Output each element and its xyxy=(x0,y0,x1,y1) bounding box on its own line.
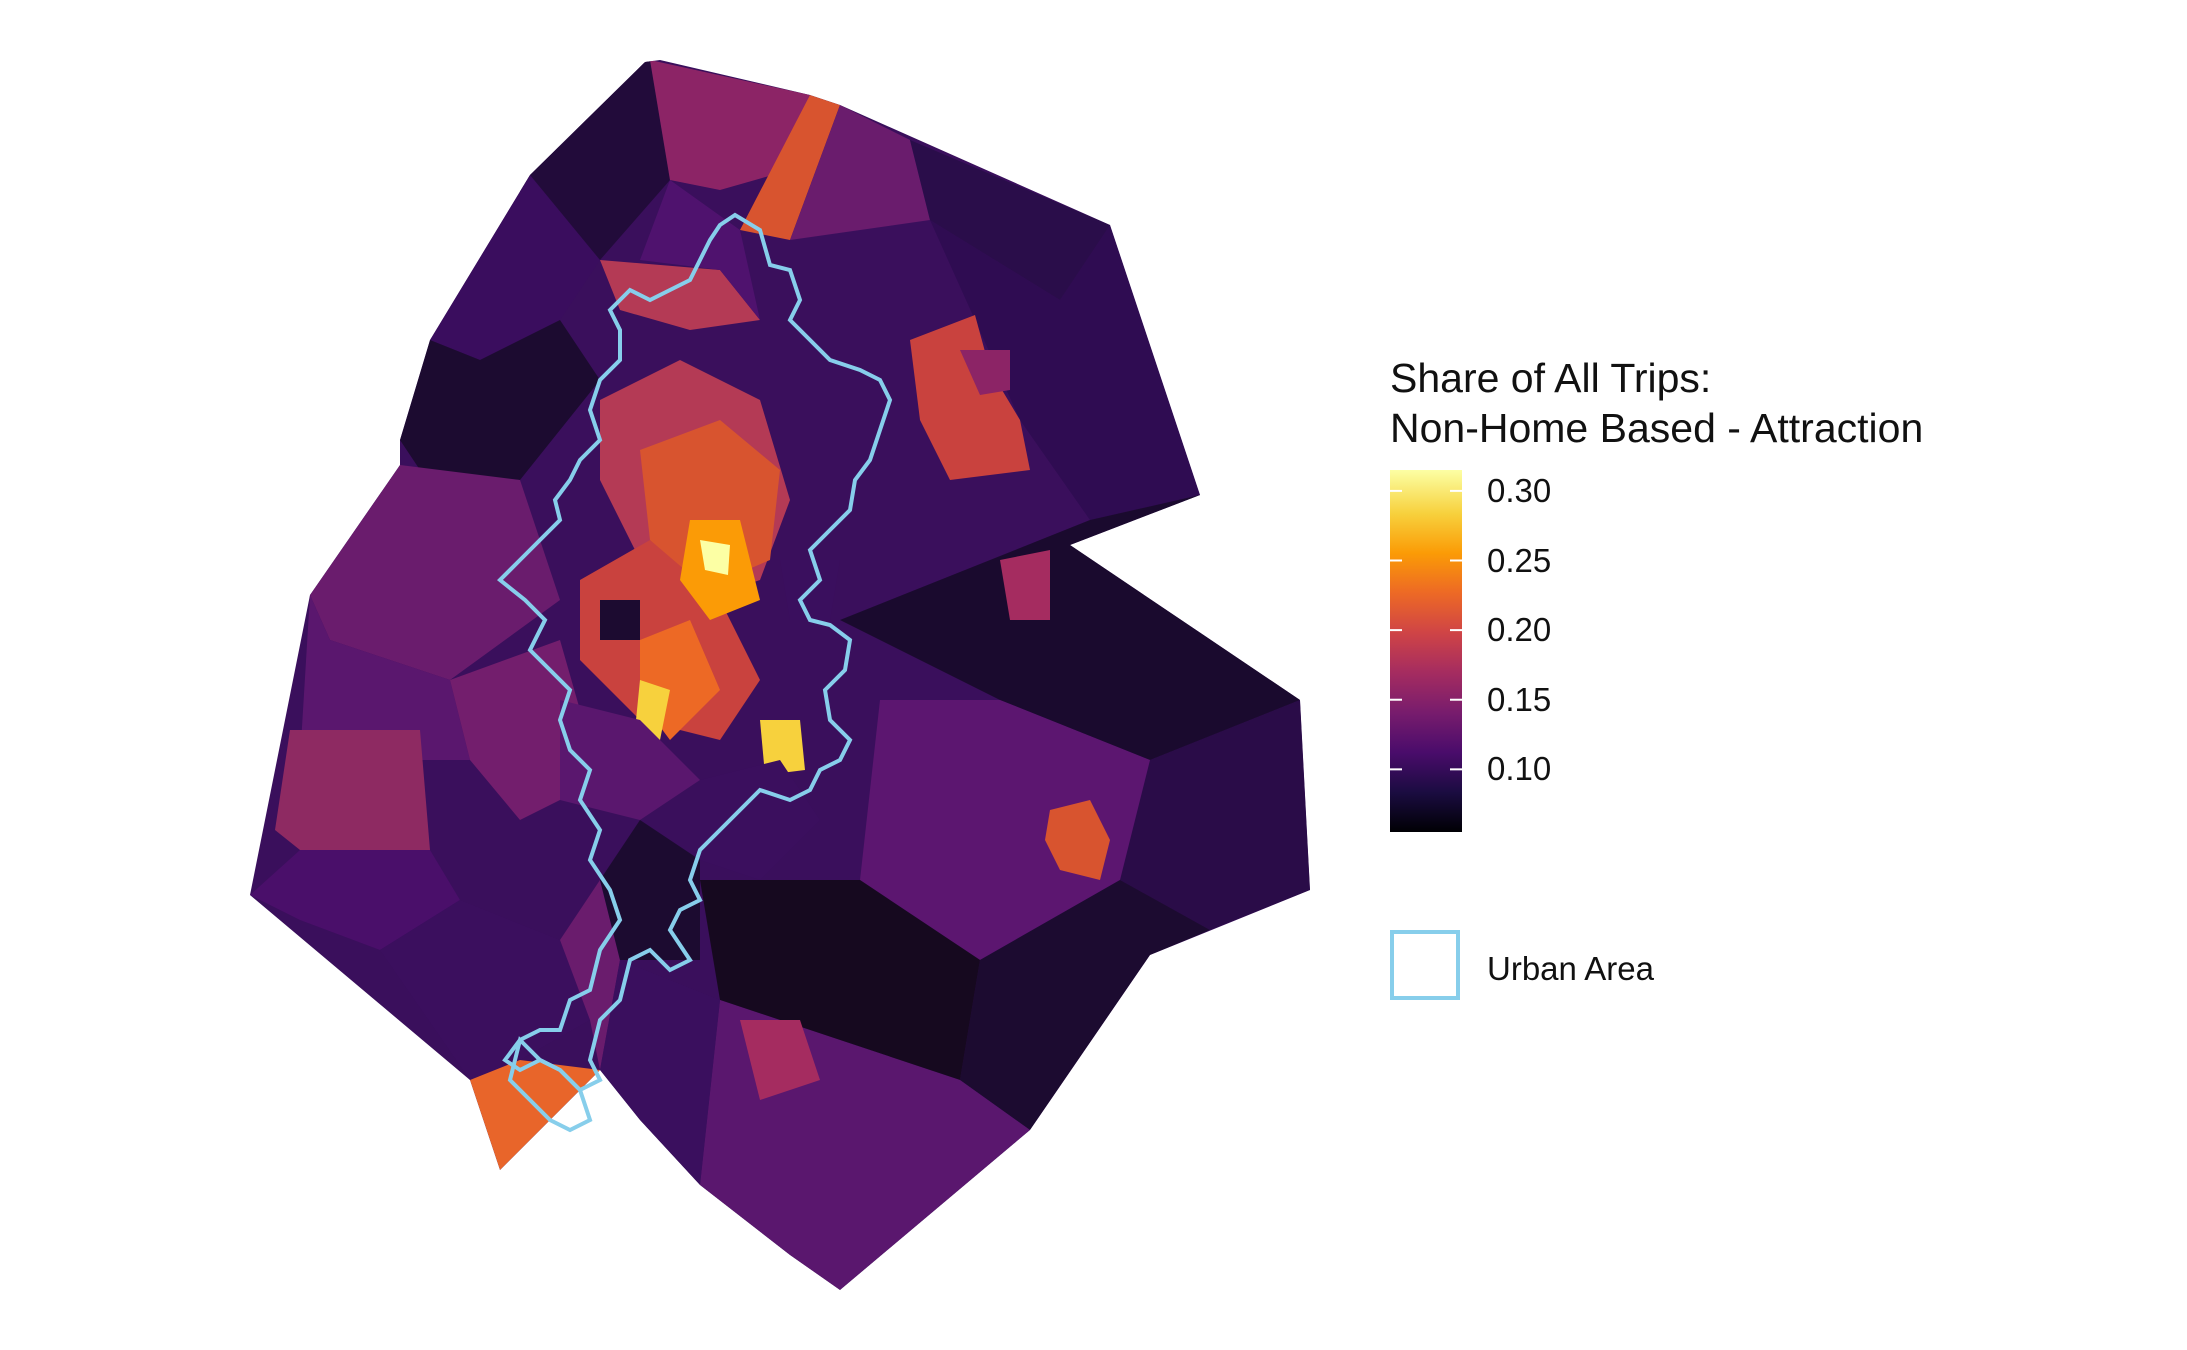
zone-core-dark-1 xyxy=(600,600,640,640)
zone-e-2 xyxy=(1120,700,1310,930)
urban-area-outline xyxy=(497,212,893,1093)
zone-ne-1 xyxy=(930,220,1200,520)
zone-core-hot-5 xyxy=(760,720,805,775)
zone-north-3 xyxy=(740,95,840,240)
legend-tick-label: 0.20 xyxy=(1487,611,1552,649)
zone-se-1 xyxy=(960,880,1210,1130)
zone-nw-1 xyxy=(430,175,600,360)
legend-title-line1: Share of All Trips: xyxy=(1390,355,1712,401)
zone-s-1 xyxy=(700,880,980,1080)
urban-area-outline-south xyxy=(507,1036,593,1133)
zone-w-red xyxy=(275,730,430,850)
zone-sw-3 xyxy=(470,1060,600,1170)
zone-ne-red2 xyxy=(1000,550,1050,620)
legend-tick-label: 0.30 xyxy=(1487,471,1552,509)
legend-tick-label: 0.25 xyxy=(1487,541,1552,579)
legend-tick-label: 0.10 xyxy=(1487,750,1552,788)
zone-core-6 xyxy=(600,820,700,960)
zone-polygons xyxy=(250,60,1310,1290)
zone-w-4 xyxy=(250,850,460,950)
zone-ne-2 xyxy=(960,350,1010,395)
zone-north-4 xyxy=(790,105,930,240)
zone-north-5 xyxy=(910,140,1110,300)
zone-north-2 xyxy=(650,60,810,190)
zone-core-hot-3 xyxy=(700,540,730,575)
zone-sw-2 xyxy=(560,880,620,1070)
zone-nw-2 xyxy=(400,320,600,480)
legend-title-line2: Non-Home Based - Attraction xyxy=(1390,405,1924,451)
zone-w-2 xyxy=(300,595,470,760)
zone-s-3 xyxy=(600,960,720,1185)
zone-ne-red xyxy=(910,315,1030,480)
urban-area-legend-key xyxy=(1390,930,1460,1000)
urban-area-legend-label: Urban Area xyxy=(1487,950,1654,987)
legend-color-bar xyxy=(1390,470,1462,832)
legend-ticks xyxy=(1390,489,1462,771)
zone-core-4 xyxy=(560,700,700,820)
zone-e-red xyxy=(1045,800,1110,880)
zone-n-mid2 xyxy=(640,180,760,320)
zone-e-3 xyxy=(860,700,1150,960)
zone-sw-1 xyxy=(380,900,590,1080)
zone-w-1 xyxy=(310,465,560,680)
legend-tick-label: 0.15 xyxy=(1487,680,1552,718)
zone-core-5 xyxy=(700,760,820,880)
zone-s-4 xyxy=(740,1020,820,1100)
zone-n-mid xyxy=(600,260,760,330)
